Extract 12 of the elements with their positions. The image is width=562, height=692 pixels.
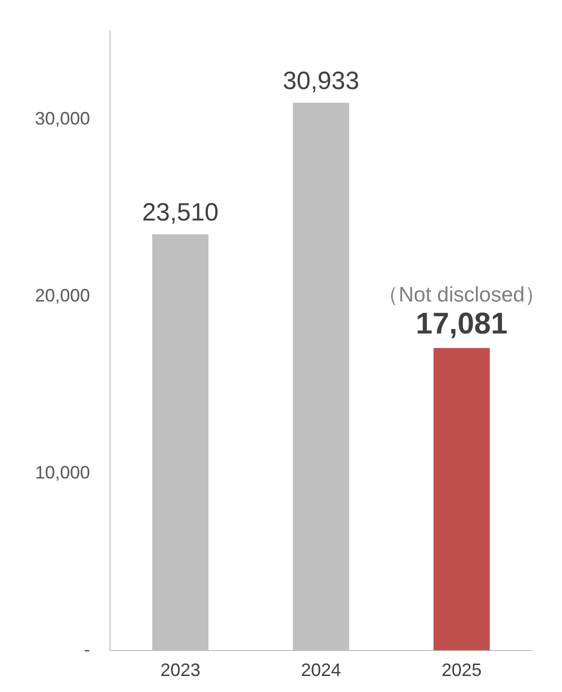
y-tick-label: - — [84, 639, 90, 660]
y-tick-label: 10,000 — [34, 462, 90, 482]
data-label: 30,933 — [282, 67, 360, 96]
y-tick-label: 30,000 — [34, 108, 90, 128]
x-tick-label: 2024 — [300, 660, 342, 680]
x-tick-label: 2025 — [442, 660, 482, 680]
x-tick-label: 2023 — [160, 660, 200, 680]
data-label: 23,510 — [142, 198, 219, 227]
bar — [434, 348, 490, 650]
annotation: （Not disclosed） — [378, 283, 546, 306]
data-label: 17,081 — [416, 307, 508, 340]
y-tick-label: 20,000 — [34, 285, 90, 306]
